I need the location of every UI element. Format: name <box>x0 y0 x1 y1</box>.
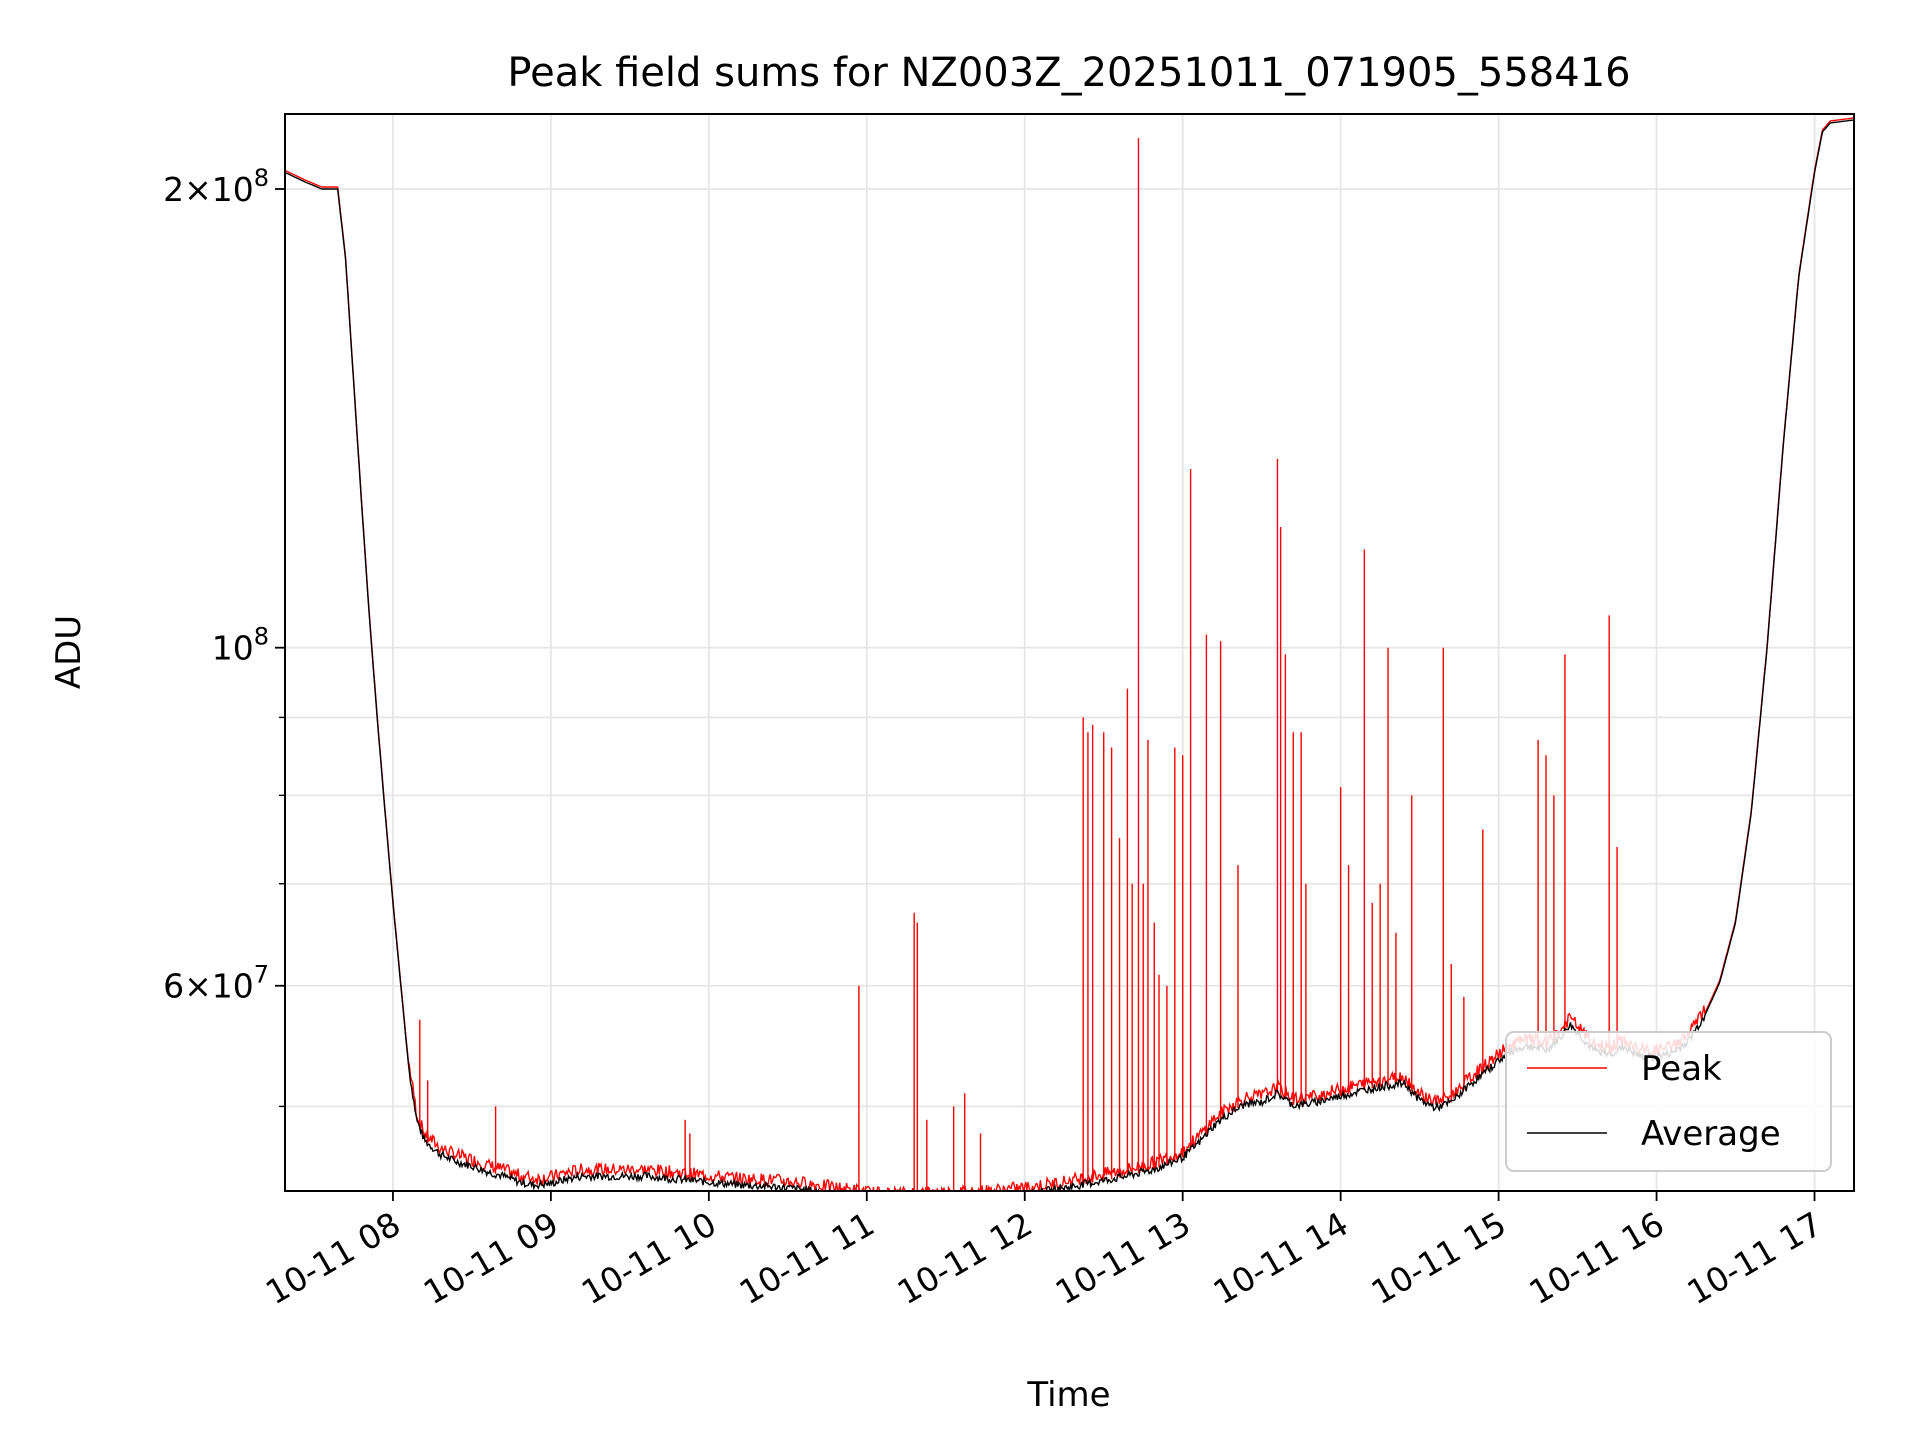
chart-title: Peak field sums for NZ003Z_20251011_0719… <box>507 50 1630 96</box>
plot-frame <box>284 113 1855 1192</box>
legend-average-label: Average <box>1641 1114 1781 1154</box>
y-tick-label: 108 <box>212 623 269 668</box>
series-peak <box>285 117 1854 1191</box>
y-axis: 2×108 108 6×107 <box>163 164 285 1108</box>
legend-peak-label: Peak <box>1641 1049 1722 1089</box>
y-tick-label: 2×108 <box>163 164 269 209</box>
legend: Peak Average <box>1505 1031 1832 1172</box>
y-tick-label: 6×107 <box>163 961 269 1006</box>
x-axis-label: Time <box>1026 1375 1110 1415</box>
legend-box <box>1505 1031 1832 1172</box>
y-axis-label: ADU <box>49 615 89 689</box>
